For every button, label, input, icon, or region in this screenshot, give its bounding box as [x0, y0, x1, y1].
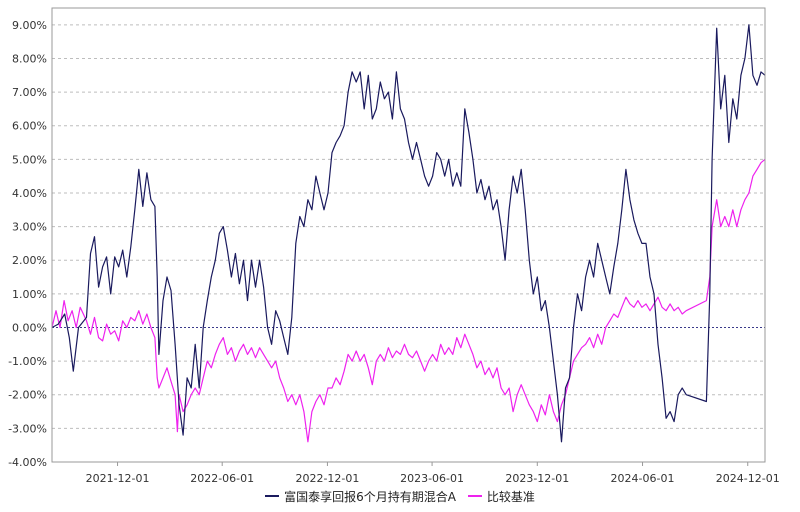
x-axis-tick-labels: 2021-12-01 2022-06-01 2022-12-01 2023-06-01…	[86, 472, 780, 485]
x-tick-label: 2023-06-01	[400, 472, 464, 485]
grid-lines	[52, 24, 765, 466]
legend-label-benchmark: 比较基准	[486, 489, 535, 504]
y-tick-label: 4.00%	[12, 187, 47, 200]
y-tick-label: 7.00%	[12, 86, 47, 99]
legend: 富国泰享回报6个月持有期混合A 比较基准	[0, 486, 800, 505]
y-tick-label: 1.00%	[12, 288, 47, 301]
y-tick-label: -1.00%	[8, 355, 47, 368]
series-line-benchmark	[51, 158, 766, 443]
y-axis-tick-labels: 9.00% 8.00% 7.00% 6.00% 5.00% 4.00% 3.00% 2.00%…	[8, 19, 47, 469]
y-tick-label: 3.00%	[12, 221, 47, 234]
line-chart: 9.00% 8.00% 7.00% 6.00% 5.00% 4.00% 3.00% 2.00%…	[8, 7, 780, 485]
y-tick-label: 6.00%	[12, 120, 47, 133]
legend-item-fund: 富国泰享回报6个月持有期混合A	[265, 488, 456, 505]
x-tick-label: 2023-12-01	[505, 472, 569, 485]
y-tick-label: -2.00%	[8, 389, 47, 402]
x-tick-label: 2024-12-01	[716, 472, 780, 485]
plot-frame	[51, 7, 766, 463]
series-lines	[51, 24, 766, 443]
y-tick-label: -3.00%	[8, 422, 47, 435]
series-line-fund	[51, 24, 766, 443]
x-tick-label: 2022-12-01	[295, 472, 359, 485]
y-tick-label: 9.00%	[12, 19, 47, 32]
legend-swatch-fund	[265, 495, 280, 497]
legend-item-benchmark: 比较基准	[467, 488, 535, 505]
y-tick-label: 0.00%	[12, 321, 47, 334]
y-tick-label: 2.00%	[12, 254, 47, 267]
legend-swatch-benchmark	[467, 495, 482, 497]
y-tick-label: 8.00%	[12, 52, 47, 65]
legend-label-fund: 富国泰享回报6个月持有期混合A	[284, 489, 456, 504]
x-tick-label: 2022-06-01	[190, 472, 254, 485]
x-tick-label: 2024-06-01	[611, 472, 675, 485]
y-tick-label: -4.00%	[8, 456, 47, 469]
x-tick-label: 2021-12-01	[86, 472, 150, 485]
y-tick-label: 5.00%	[12, 153, 47, 166]
